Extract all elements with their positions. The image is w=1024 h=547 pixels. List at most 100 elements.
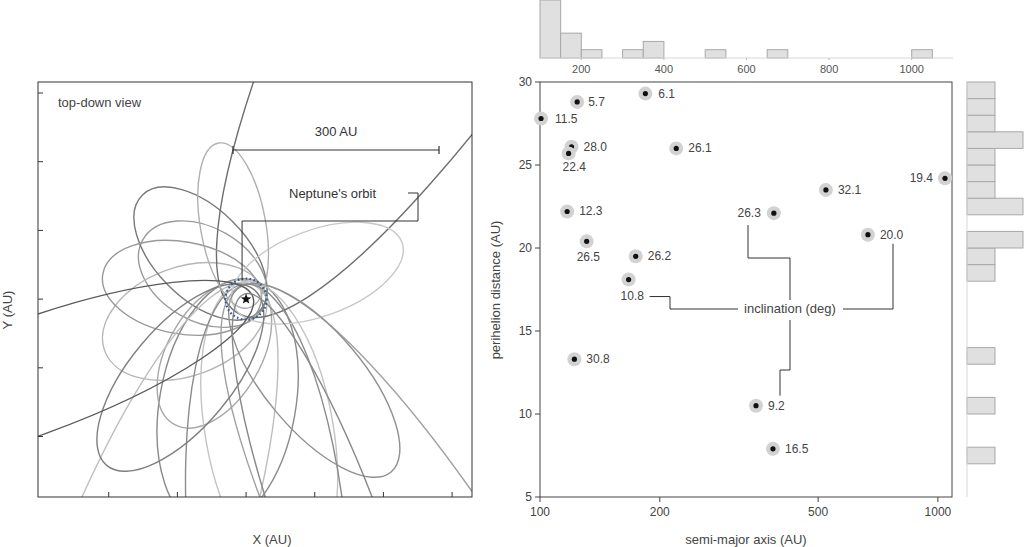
scale-label: 300 AU: [315, 124, 358, 139]
data-label: 6.1: [658, 87, 675, 101]
point-center: [633, 254, 638, 259]
data-label: 30.8: [586, 352, 610, 366]
point-center: [865, 232, 870, 237]
points: [534, 87, 952, 456]
tick: [535, 331, 540, 332]
hist-bar: [967, 447, 995, 464]
tick: [535, 497, 540, 498]
orbit: [139, 268, 317, 497]
tick: [829, 58, 830, 60]
tick: [314, 492, 315, 497]
point-center: [575, 99, 580, 104]
tick: [535, 165, 540, 166]
data-label: 9.2: [768, 399, 785, 413]
tick-label: 200: [572, 63, 590, 75]
point: [560, 204, 574, 218]
orbit: [68, 257, 294, 497]
hist-bar: [967, 182, 995, 199]
point: [749, 399, 763, 413]
data-label: 26.3: [737, 206, 761, 220]
point: [622, 273, 636, 287]
hist-bar: [967, 265, 995, 282]
point: [767, 206, 781, 220]
hist-axis: [967, 82, 968, 497]
orbit: [186, 137, 279, 313]
hist-bar: [581, 50, 602, 58]
hist-bar: [967, 165, 995, 182]
point: [766, 442, 780, 456]
point: [534, 112, 548, 126]
tick: [535, 82, 540, 83]
tick-label: 5: [525, 490, 532, 504]
data-label: 32.1: [838, 183, 862, 197]
tick-label: 600: [737, 63, 755, 75]
data-label: 10.8: [621, 289, 645, 303]
data-label: 16.5: [785, 442, 809, 456]
tick-label: 400: [655, 63, 673, 75]
tick-label: 15: [519, 324, 533, 338]
tick: [38, 299, 43, 300]
tick-label: 800: [820, 63, 838, 75]
tick: [911, 58, 912, 60]
hist-bar: [623, 50, 644, 58]
orbit: [38, 243, 273, 497]
point: [638, 87, 652, 101]
point-center: [584, 239, 589, 244]
point-center: [674, 146, 679, 151]
tick: [937, 497, 938, 502]
axis-label: Y (AU): [0, 291, 15, 330]
annotation-line: [242, 193, 418, 281]
tick-label: 100: [530, 505, 550, 519]
point-center: [565, 209, 570, 214]
data-label: 19.4: [910, 171, 934, 185]
tick: [581, 58, 582, 60]
axis-label: semi-major axis (AU): [685, 532, 806, 547]
hist-bar: [967, 115, 995, 132]
annotation: Neptune's orbit: [289, 186, 376, 201]
data-label: 26.2: [648, 249, 672, 263]
axis-label: perihelion distance (AU): [488, 221, 503, 360]
orbit: [200, 257, 429, 497]
figure: top-down view300 AUNeptune's orbitX (AU)…: [0, 0, 1024, 547]
tick-label: 1000: [925, 505, 952, 519]
point-center: [626, 277, 631, 282]
point-center: [643, 91, 648, 96]
point-center: [753, 403, 758, 408]
tick-label: 1000: [899, 63, 923, 75]
point-center: [942, 176, 947, 181]
tick: [659, 497, 660, 502]
scale-bar: [233, 146, 439, 154]
data-label: 12.3: [579, 204, 603, 218]
point-center: [771, 211, 776, 216]
point: [580, 234, 594, 248]
tick-label: 30: [519, 75, 533, 89]
orbit: [147, 234, 472, 497]
tick-label: 25: [519, 158, 533, 172]
orbit: [38, 253, 336, 497]
hist-bar: [912, 50, 933, 58]
tick: [38, 92, 43, 93]
tick: [663, 58, 664, 60]
tick: [383, 492, 384, 497]
point: [861, 228, 875, 242]
point: [669, 141, 683, 155]
panel-title: top-down view: [58, 95, 142, 110]
hist-bar: [767, 50, 788, 58]
point: [629, 249, 643, 263]
data-label: 26.5: [577, 250, 601, 264]
point: [570, 95, 584, 109]
point-center: [566, 151, 571, 156]
hist-bar: [967, 397, 995, 414]
data-label: 11.5: [555, 112, 578, 126]
tick-label: 500: [808, 505, 828, 519]
tick-label: 20: [519, 241, 533, 255]
hist-bar: [643, 41, 664, 58]
tick: [38, 436, 43, 437]
tick: [540, 497, 541, 502]
tick: [246, 492, 247, 497]
sun-star: [241, 294, 251, 304]
orbits: [38, 82, 472, 497]
point-center: [770, 446, 775, 451]
orbit: [196, 277, 472, 497]
point: [562, 146, 576, 160]
